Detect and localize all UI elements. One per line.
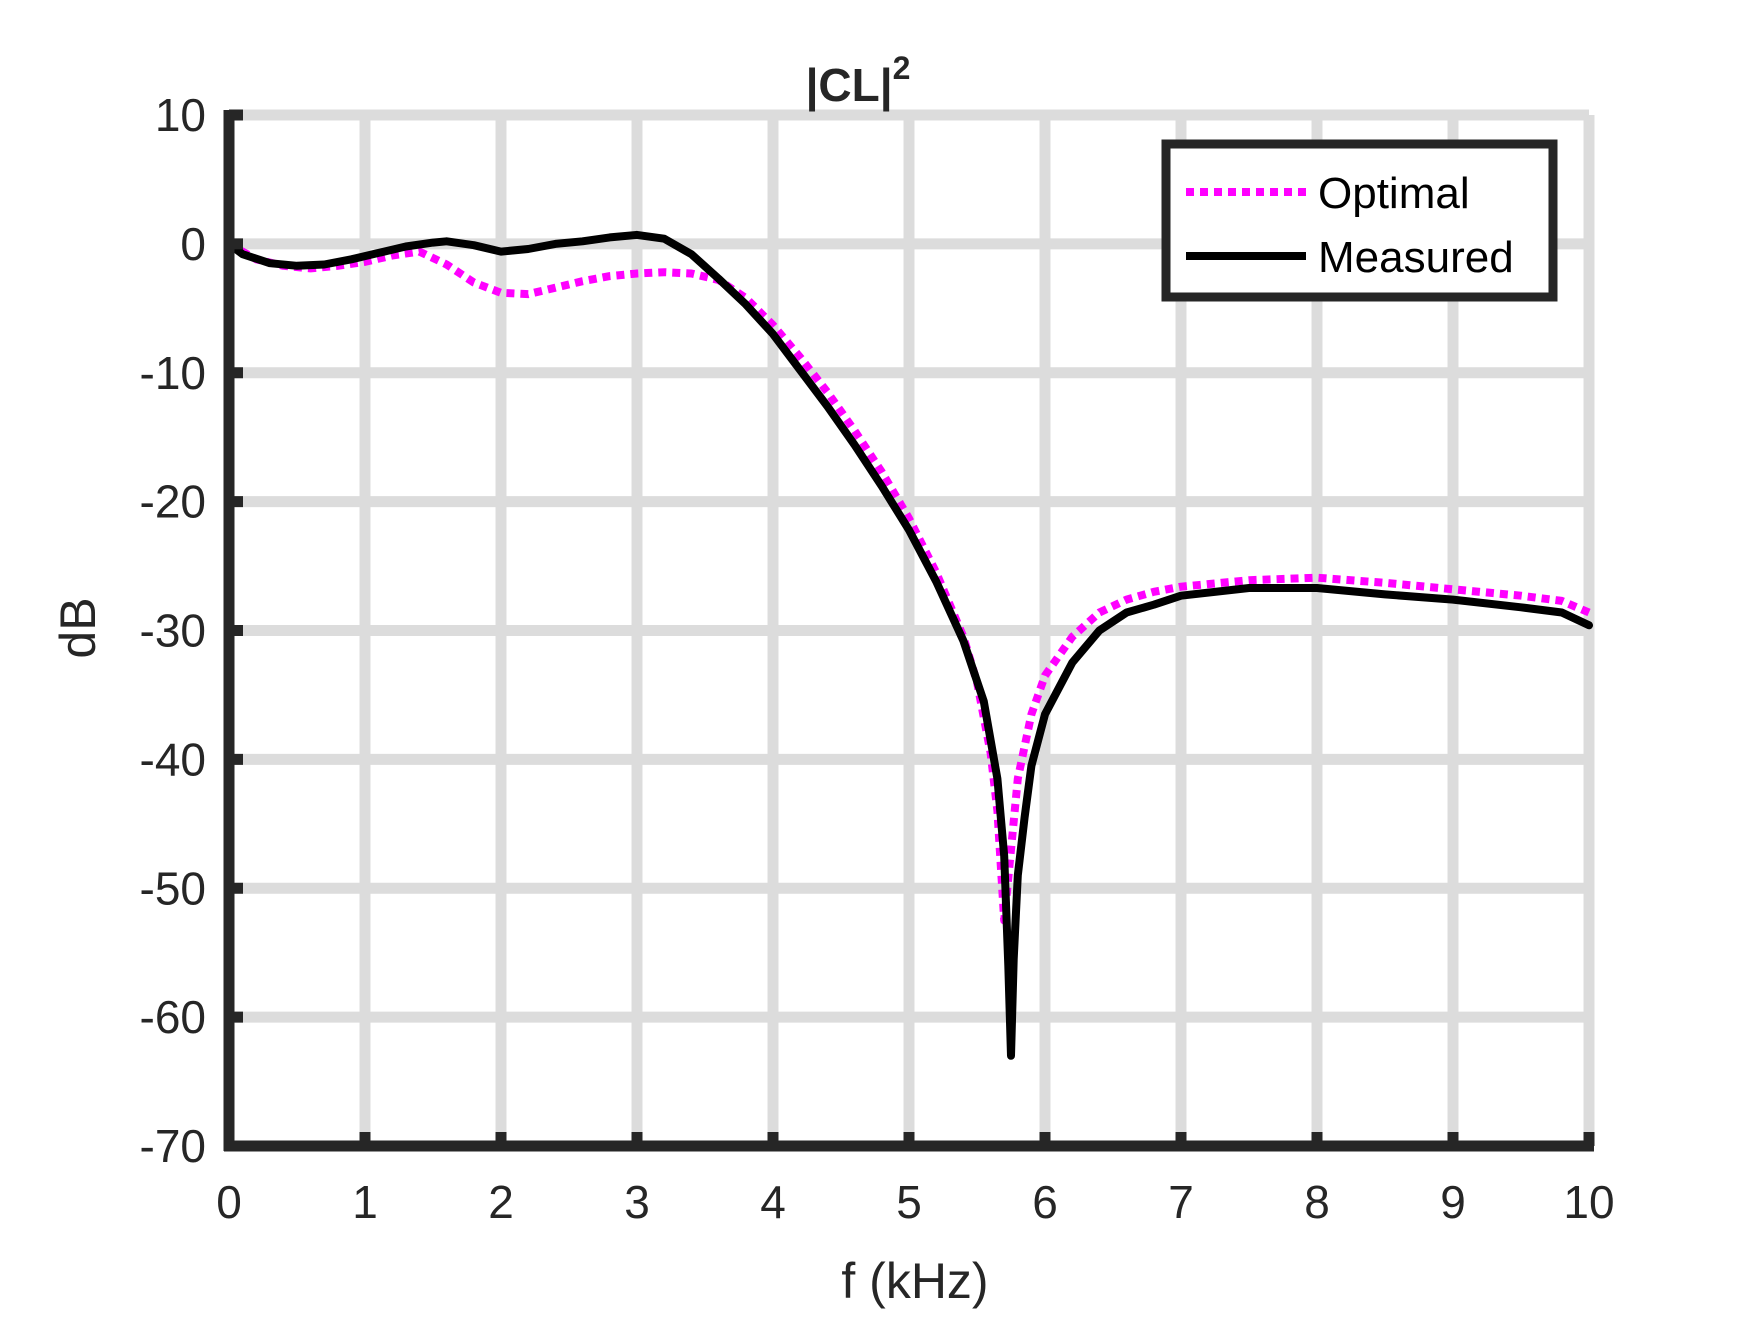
x-tick-label-4: 4 [760, 1176, 786, 1228]
chart-title-superscript: 2 [893, 50, 911, 86]
x-axis-label: f (kHz) [841, 1253, 988, 1309]
y-tick-label-3: -20 [140, 476, 206, 528]
legend-label-optimal: Optimal [1318, 169, 1470, 218]
x-tick-label-10: 10 [1563, 1176, 1614, 1228]
tick-labels: 0 1 2 3 4 5 6 7 8 9 10 10 0 -10 -20 -30 -40 -50 -60 -70 [140, 89, 1615, 1228]
chart-title: |CL|2 [806, 50, 911, 111]
y-tick-label-1: 0 [180, 218, 206, 270]
x-tick-label-3: 3 [624, 1176, 650, 1228]
x-tick-label-0: 0 [216, 1176, 242, 1228]
y-tick-label-7: -60 [140, 991, 206, 1043]
y-tick-label-6: -50 [140, 862, 206, 914]
legend-label-measured: Measured [1318, 233, 1514, 282]
x-tick-label-9: 9 [1440, 1176, 1466, 1228]
x-tick-label-1: 1 [352, 1176, 378, 1228]
chart-title-main: |CL| [806, 59, 893, 111]
x-tick-label-2: 2 [488, 1176, 514, 1228]
series-line-optimal [227, 240, 1591, 925]
series-lines [225, 230, 1593, 1060]
y-tick-label-5: -40 [140, 733, 206, 785]
legend-box [1161, 139, 1558, 302]
y-tick-label-0: 10 [155, 89, 206, 141]
y-axis-label: dB [50, 597, 106, 658]
x-tick-label-7: 7 [1168, 1176, 1194, 1228]
y-tick-label-2: -10 [140, 347, 206, 399]
x-tick-label-6: 6 [1032, 1176, 1058, 1228]
axes [223, 109, 1595, 1152]
y-tick-label-4: -30 [140, 605, 206, 657]
legend: Optimal Measured [1161, 139, 1558, 302]
x-tick-label-5: 5 [896, 1176, 922, 1228]
y-tick-label-8: -70 [140, 1120, 206, 1172]
series-line-measured [225, 230, 1593, 1060]
x-tick-label-8: 8 [1304, 1176, 1330, 1228]
